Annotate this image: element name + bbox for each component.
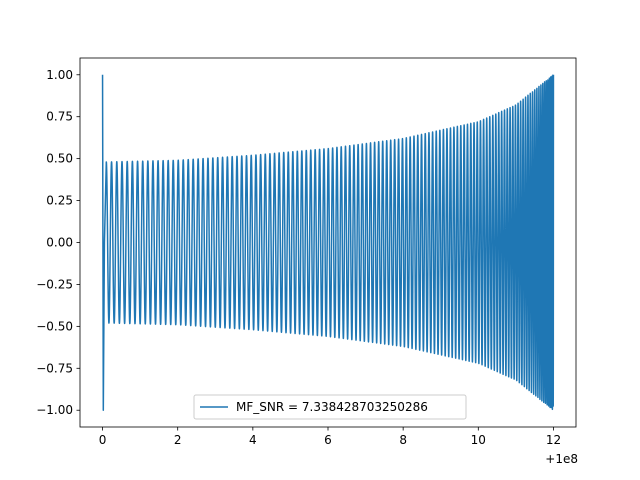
x-offset-label: +1e8: [545, 452, 578, 466]
series-line: [101, 74, 555, 411]
x-tick-label: 6: [324, 433, 332, 447]
series-layer: [101, 74, 555, 411]
x-tick-label: 4: [249, 433, 257, 447]
y-tick-label: −0.75: [36, 361, 73, 375]
x-tick-label: 2: [174, 433, 182, 447]
x-tick-label: 8: [399, 433, 407, 447]
x-tick-label: 0: [99, 433, 107, 447]
y-tick-label: −0.50: [36, 319, 73, 333]
y-tick-label: −1.00: [36, 403, 73, 417]
legend: MF_SNR = 7.338428703250286: [193, 394, 467, 420]
x-axis: 0 2 4 6 8 10 12: [99, 427, 561, 447]
y-tick-label: −0.25: [36, 277, 73, 291]
y-tick-label: 1.00: [46, 68, 73, 82]
legend-box: [193, 394, 467, 420]
x-tick-label: 10: [471, 433, 486, 447]
y-tick-label: 0.25: [46, 194, 73, 208]
y-tick-label: 0.75: [46, 110, 73, 124]
x-tick-label: 12: [546, 433, 561, 447]
legend-label: MF_SNR = 7.338428703250286: [236, 400, 428, 414]
y-tick-label: 0.00: [46, 236, 73, 250]
y-axis: 1.00 0.75 0.50 0.25 0.00 −0.25 −0.50 −0.75 −1.00: [36, 68, 80, 417]
y-tick-label: 0.50: [46, 152, 73, 166]
